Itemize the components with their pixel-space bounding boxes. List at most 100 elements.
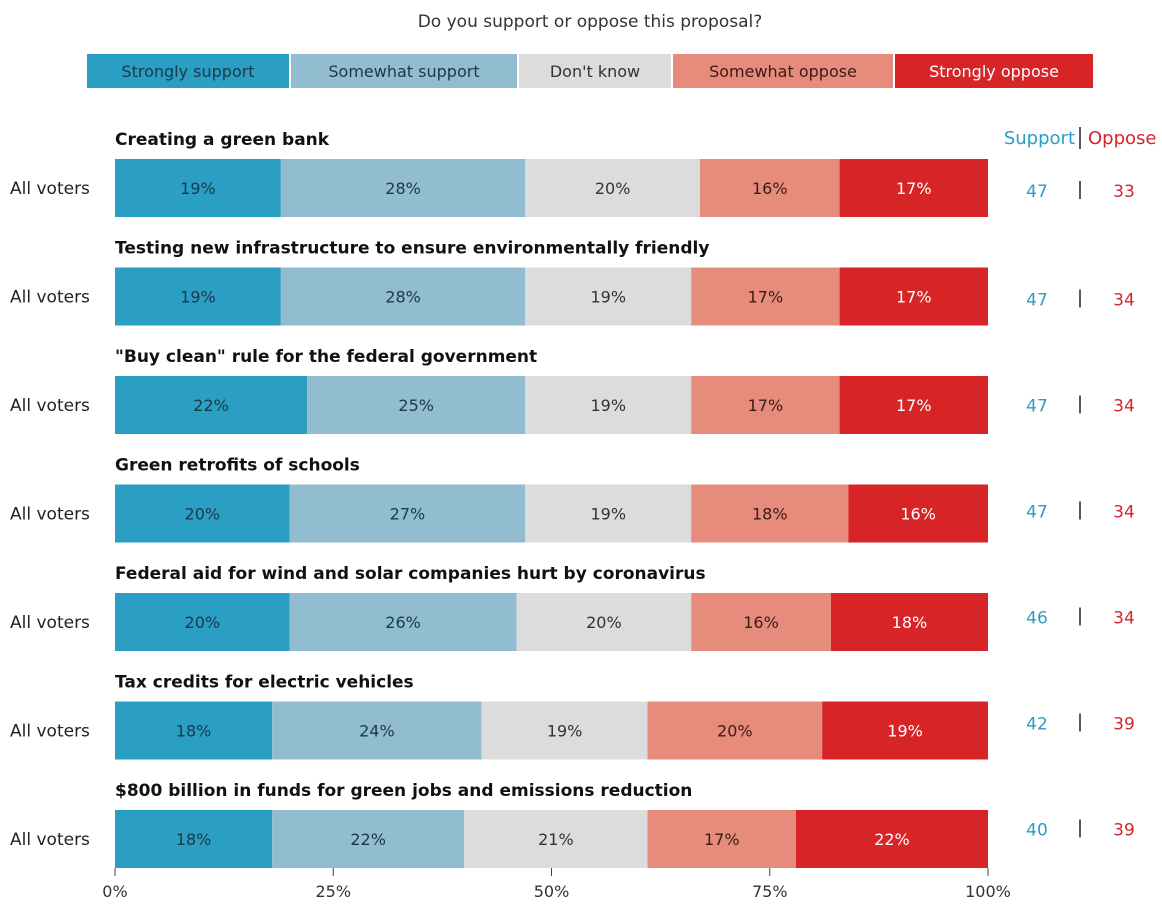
x-axis: 0% 25% 50% 75% 100% [102,868,1011,901]
x-tick-label: 0% [102,882,127,901]
legend-swatch-don-t-know [519,54,671,88]
support-total: 47 [1026,182,1048,202]
bar-somewhat-support [280,267,526,326]
chart-rows: Creating a green bank All voters 19% 28% 20%… [10,130,1135,868]
data-label-somewhat-oppose: 17% [748,288,784,307]
bar-somewhat-oppose [691,267,840,326]
x-tick-label: 75% [752,882,788,901]
row-label: All voters [10,722,90,742]
bar-strongly-support [115,810,273,868]
category-title: Testing new infrastructure to ensure env… [115,239,709,259]
data-label-somewhat-support: 24% [359,722,395,741]
row-3: "Buy clean" rule for the federal governm… [10,347,1135,434]
legend-swatch-strongly-oppose [895,54,1093,88]
data-label-don-t-know: 19% [590,396,626,415]
data-label-don-t-know: 19% [590,288,626,307]
legend: Strongly support Somewhat support Don't kn… [87,54,1093,88]
data-label-somewhat-support: 28% [385,179,421,198]
row-label: All voters [10,396,90,416]
legend-label-strongly-oppose: Strongly oppose [929,62,1059,81]
bar-don-t-know [525,267,692,326]
bar-strongly-support [115,376,308,434]
oppose-total: 34 [1113,503,1135,523]
bar-somewhat-oppose [691,484,849,543]
row-label: All voters [10,830,90,850]
data-label-somewhat-support: 25% [398,396,434,415]
support-total: 40 [1026,821,1048,841]
oppose-header: Oppose [1088,128,1156,149]
data-label-somewhat-support: 28% [385,288,421,307]
bar-somewhat-support [272,810,465,868]
bar-don-t-know [525,376,692,434]
bar-somewhat-support [307,376,526,434]
category-title: Creating a green bank [115,130,330,150]
data-label-somewhat-oppose: 20% [717,722,753,741]
x-tick-label: 50% [534,882,570,901]
data-label-don-t-know: 20% [586,613,622,632]
category-title: $800 billion in funds for green jobs and… [115,781,692,801]
bar-somewhat-oppose [699,159,840,217]
data-label-strongly-support: 20% [185,505,221,524]
bar-strongly-support [115,159,281,217]
bar-strongly-support [115,701,273,760]
data-label-strongly-support: 18% [176,830,212,849]
bar-somewhat-support [280,159,526,217]
legend-swatch-somewhat-oppose [673,54,893,88]
row-6: Tax credits for electric vehicles All vot… [10,673,1135,760]
bar-strongly-oppose [839,159,988,217]
data-label-don-t-know: 21% [538,830,574,849]
data-label-strongly-support: 22% [193,396,229,415]
data-label-strongly-oppose: 22% [874,830,910,849]
category-title: Federal aid for wind and solar companies… [115,564,706,584]
data-label-don-t-know: 20% [595,179,631,198]
row-1: Creating a green bank All voters 19% 28% 20%… [10,130,1135,217]
legend-label-somewhat-oppose: Somewhat oppose [709,62,857,81]
data-label-somewhat-support: 26% [385,613,421,632]
bar-strongly-support [115,484,290,543]
bar-strongly-oppose [822,701,988,760]
oppose-total: 34 [1113,609,1135,629]
legend-label-somewhat-support: Somewhat support [328,62,479,81]
support-total: 46 [1026,609,1048,629]
bar-somewhat-oppose [647,810,796,868]
data-label-somewhat-support: 27% [390,505,426,524]
support-header: Support [1004,128,1075,149]
row-4: Green retrofits of schools All voters 20% 2… [10,456,1135,543]
data-label-strongly-oppose: 17% [896,179,932,198]
x-tick-label: 25% [315,882,351,901]
bar-somewhat-oppose [647,701,823,760]
category-title: "Buy clean" rule for the federal governm… [115,347,537,367]
bar-strongly-oppose [839,267,988,326]
data-label-strongly-oppose: 19% [887,722,923,741]
oppose-total: 39 [1113,715,1135,735]
data-label-strongly-oppose: 16% [900,505,936,524]
row-2: Testing new infrastructure to ensure env… [10,239,1135,326]
data-label-somewhat-oppose: 18% [752,505,788,524]
data-label-strongly-support: 19% [180,179,216,198]
row-label: All voters [10,288,90,308]
support-total: 47 [1026,503,1048,523]
bar-don-t-know [464,810,648,868]
legend-label-don-t-know: Don't know [550,62,640,81]
legend-label-strongly-support: Strongly support [121,62,254,81]
bar-don-t-know [481,701,648,760]
bar-strongly-oppose [848,484,988,543]
category-title: Tax credits for electric vehicles [115,673,414,693]
oppose-total: 33 [1113,182,1135,202]
bar-somewhat-oppose [691,376,840,434]
row-label: All voters [10,179,90,199]
data-label-strongly-oppose: 17% [896,396,932,415]
bar-strongly-support [115,593,290,651]
category-title: Green retrofits of schools [115,456,360,476]
row-7: $800 billion in funds for green jobs and… [10,781,1135,868]
chart-title: Do you support or oppose this proposal? [418,12,763,32]
data-label-don-t-know: 19% [590,505,626,524]
data-label-strongly-oppose: 18% [892,613,928,632]
data-label-strongly-support: 19% [180,288,216,307]
data-label-don-t-know: 19% [547,722,583,741]
bar-strongly-support [115,267,281,326]
bar-strongly-oppose [839,376,988,434]
bar-somewhat-support [289,593,517,651]
data-label-strongly-support: 20% [185,613,221,632]
